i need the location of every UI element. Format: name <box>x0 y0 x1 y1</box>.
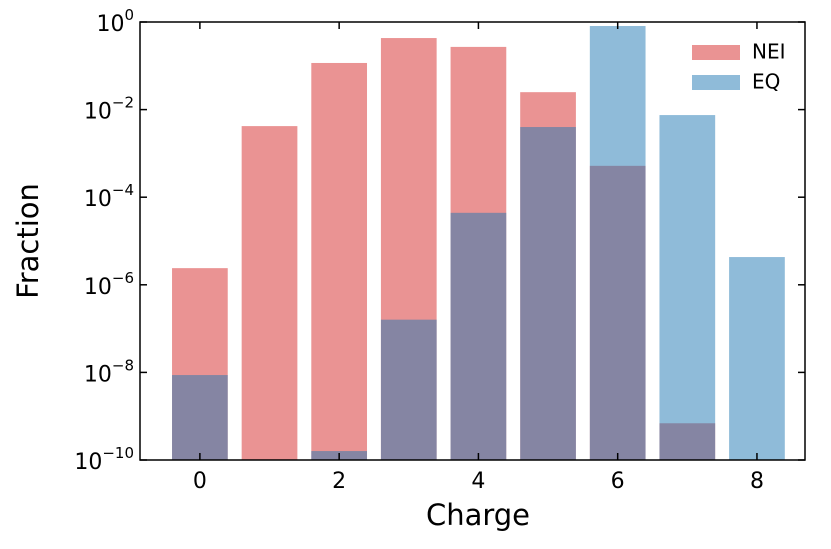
y-tick-label: 10−4 <box>84 181 134 213</box>
bar <box>729 257 785 460</box>
y-tick-label: 100 <box>96 6 134 38</box>
y-tick-label: 10−2 <box>84 93 134 125</box>
y-tick-label: 10−8 <box>84 356 134 388</box>
bar <box>659 115 716 460</box>
y-axis-label: Fraction <box>11 183 45 299</box>
x-tick-label: 8 <box>750 469 764 494</box>
bar <box>241 126 298 460</box>
x-axis-label: Charge <box>426 498 530 532</box>
legend-swatch <box>692 75 740 90</box>
bar <box>450 212 507 460</box>
x-tick-label: 6 <box>611 469 625 494</box>
bar <box>172 375 228 460</box>
y-tick-label: 10−10 <box>74 444 134 476</box>
legend-swatch <box>692 45 740 60</box>
y-tick-label: 10−6 <box>84 268 134 300</box>
x-tick-label: 4 <box>471 469 485 494</box>
x-tick-label: 2 <box>332 469 346 494</box>
legend-label: EQ <box>752 70 780 94</box>
legend-label: NEI <box>752 40 786 64</box>
bar <box>520 127 576 460</box>
bar <box>311 62 368 460</box>
bar <box>380 319 437 460</box>
x-tick-label: 0 <box>193 469 207 494</box>
plot-frame <box>139 21 806 461</box>
bar <box>589 26 646 460</box>
